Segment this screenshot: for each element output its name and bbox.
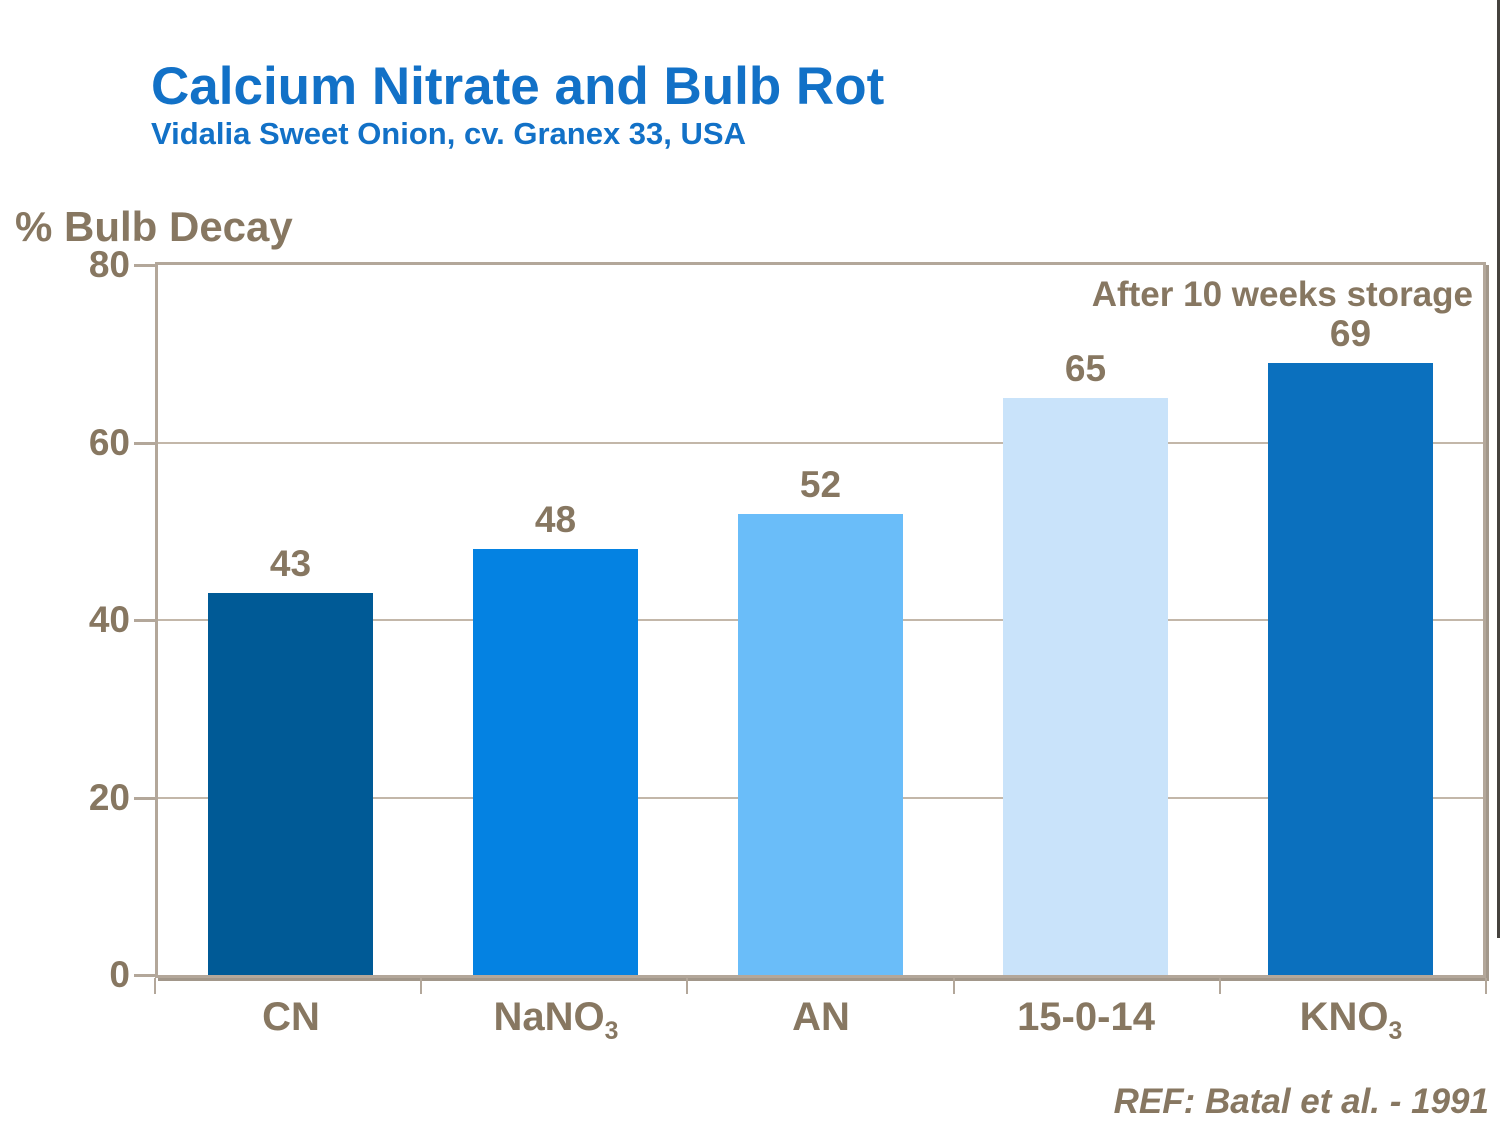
x-category-label-15-0-14: 15-0-14 [953,995,1219,1040]
bar-KNO3 [1268,362,1433,975]
x-tick-mark-2 [686,978,689,994]
x-category-label-KNO3: KNO3 [1218,995,1484,1044]
bar-AN [738,513,903,975]
y-tick-mark-20 [134,796,155,800]
y-tick-label-40: 40 [88,599,130,640]
bar-value-label-AN: 52 [799,463,842,505]
slide-right-edge-line [1497,0,1500,938]
x-tick-mark-4 [1218,978,1221,994]
y-tick-mark-0 [134,974,155,977]
reference-text: REF: Batal et al. - 1991 [1113,1082,1489,1121]
y-axis-title: % Bulb Decay [15,203,293,250]
y-tick-label-0: 0 [109,954,130,995]
x-category-label-subscript: 3 [1388,1018,1403,1045]
y-tick-mark-80 [134,264,155,267]
y-tick-label-60: 60 [88,421,130,463]
x-category-label-text: NaNO [493,995,605,1039]
chart-subtitle: Vidalia Sweet Onion, cv. Granex 33, USA [151,116,746,151]
x-tick-mark-0 [154,978,156,994]
y-tick-label-20: 20 [88,776,130,818]
x-category-label-subscript: 3 [604,1018,619,1045]
gridline-60 [158,441,1483,444]
bar-value-label-15-0-14: 65 [1064,348,1107,390]
x-category-label-text: CN [262,995,320,1039]
x-tick-mark-1 [420,978,423,994]
bar-NaNO3 [473,549,638,975]
y-tick-label-80: 80 [88,244,130,285]
x-tick-mark-5 [1485,978,1487,994]
x-category-label-AN: AN [688,995,954,1040]
x-category-label-text: KNO [1299,995,1389,1039]
x-tick-mark-3 [952,978,955,994]
y-tick-mark-60 [134,441,155,445]
annotation-text: After 10 weeks storage [1091,275,1473,314]
bar-15-0-14 [1003,398,1168,975]
plot-area: After 10 weeks storage 43 48 52 65 69 [155,262,1486,978]
bar-value-label-KNO3: 69 [1329,312,1372,354]
bar-CN [208,593,373,975]
x-category-label-text: 15-0-14 [1017,995,1155,1039]
bar-value-label-CN: 43 [269,543,312,585]
x-category-label-NaNO3: NaNO3 [423,995,689,1044]
x-category-label-text: AN [792,995,850,1039]
chart-title: Calcium Nitrate and Bulb Rot [151,57,885,116]
x-category-label-CN: CN [158,995,424,1040]
bar-value-label-NaNO3: 48 [534,499,577,540]
y-tick-mark-40 [134,619,155,622]
